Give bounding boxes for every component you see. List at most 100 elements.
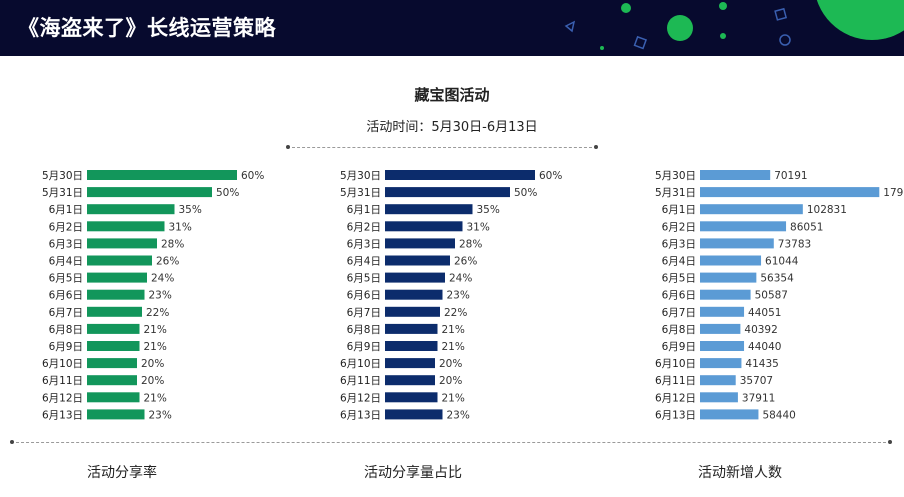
value-label: 86051 [790, 221, 823, 233]
bar [385, 341, 438, 351]
category-label: 6月5日 [662, 273, 696, 285]
value-label: 73783 [778, 238, 811, 250]
value-label: 28% [161, 238, 184, 250]
category-label: 5月31日 [655, 187, 696, 199]
bar [385, 409, 443, 420]
value-label: 24% [449, 273, 472, 285]
value-label: 20% [439, 358, 462, 370]
bar [700, 358, 742, 369]
category-label: 5月31日 [340, 187, 381, 199]
bar [385, 272, 445, 283]
category-label: 6月4日 [49, 256, 83, 268]
bar [87, 375, 137, 386]
category-label: 6月10日 [42, 358, 83, 370]
separator-dot [594, 145, 598, 149]
value-label: 20% [141, 375, 164, 387]
bar [700, 341, 745, 351]
category-label: 5月30日 [42, 170, 83, 182]
bar [87, 187, 212, 198]
bar [700, 204, 803, 215]
category-label: 6月8日 [662, 324, 696, 336]
category-label: 6月8日 [347, 324, 381, 336]
category-label: 6月10日 [655, 358, 696, 370]
bar-chart-3: 5月30日 70191 5月31日 179296 6月1日 102831 6月2日 86051… [655, 170, 904, 421]
category-label: 6月4日 [662, 256, 696, 268]
bar [700, 306, 745, 317]
deco-circle [667, 15, 693, 41]
value-label: 58440 [762, 409, 795, 421]
category-label: 6月6日 [662, 290, 696, 302]
value-label: 21% [144, 392, 167, 404]
page-title: 《海盗来了》长线运营策略 [18, 16, 276, 40]
separator-line [292, 147, 592, 148]
bar [385, 238, 455, 249]
category-label: 6月6日 [49, 290, 83, 302]
bar [385, 375, 435, 386]
caption-share-rate: 活动分享率 [87, 465, 157, 481]
bar [87, 409, 145, 420]
value-label: 50587 [755, 290, 788, 302]
chart-subtitle: 活动时间：5月30日-6月13日 [366, 120, 538, 135]
bar [87, 238, 157, 249]
bar [385, 170, 535, 180]
value-label: 31% [467, 221, 490, 233]
bar-chart-2: 5月30日 60% 5月31日 50% 6月1日 35% 6月2日 31% 6月3日 28% 6月4… [340, 170, 562, 421]
bar [385, 204, 473, 215]
category-label: 6月13日 [42, 409, 83, 421]
separator-dot [286, 145, 290, 149]
value-label: 23% [447, 290, 470, 302]
value-label: 44040 [748, 341, 781, 353]
bar [385, 323, 438, 334]
category-label: 6月7日 [49, 307, 83, 319]
value-label: 22% [146, 307, 169, 319]
bar [87, 170, 237, 180]
value-label: 21% [144, 324, 167, 336]
bar [87, 255, 152, 266]
value-label: 21% [144, 341, 167, 353]
bar [700, 323, 741, 334]
category-label: 6月7日 [347, 307, 381, 319]
header-bar: 《海盗来了》长线运营策略 [0, 0, 904, 56]
caption-share-ratio: 活动分享量占比 [364, 465, 462, 481]
deco-small-circle [621, 3, 631, 13]
value-label: 23% [149, 409, 172, 421]
bar [385, 358, 435, 369]
bar [385, 187, 510, 198]
bar [385, 289, 443, 300]
value-label: 23% [149, 290, 172, 302]
category-label: 6月12日 [42, 392, 83, 404]
bar [87, 272, 147, 283]
value-label: 35% [477, 204, 500, 216]
category-label: 6月11日 [655, 375, 696, 387]
category-label: 6月2日 [49, 221, 83, 233]
category-label: 6月5日 [49, 273, 83, 285]
value-label: 61044 [765, 256, 799, 268]
category-label: 6月3日 [347, 238, 381, 250]
category-label: 6月1日 [49, 204, 83, 216]
value-label: 40392 [744, 324, 777, 336]
bar [700, 170, 771, 180]
header-decoration [564, 0, 904, 50]
separator-dot [888, 440, 892, 444]
separator-dot [10, 440, 14, 444]
value-label: 28% [459, 238, 482, 250]
deco-square [633, 35, 648, 50]
chart-main-title: 藏宝图活动 [414, 86, 490, 104]
category-label: 6月13日 [340, 409, 381, 421]
category-label: 6月11日 [340, 375, 381, 387]
category-label: 6月12日 [655, 392, 696, 404]
value-label: 21% [442, 324, 465, 336]
bar-chart-1: 5月30日 60% 5月31日 50% 6月1日 35% 6月2日 31% 6月3日 28% 6月4… [42, 170, 264, 421]
category-label: 6月12日 [340, 392, 381, 404]
category-label: 6月7日 [662, 307, 696, 319]
category-label: 6月4日 [347, 256, 381, 268]
bar [87, 392, 140, 403]
bar [385, 306, 440, 317]
category-label: 6月13日 [655, 409, 696, 421]
deco-ring [779, 34, 791, 46]
value-label: 35% [179, 204, 202, 216]
bar [700, 409, 759, 420]
value-label: 37911 [742, 392, 775, 404]
value-label: 60% [539, 170, 562, 182]
value-label: 24% [151, 273, 174, 285]
